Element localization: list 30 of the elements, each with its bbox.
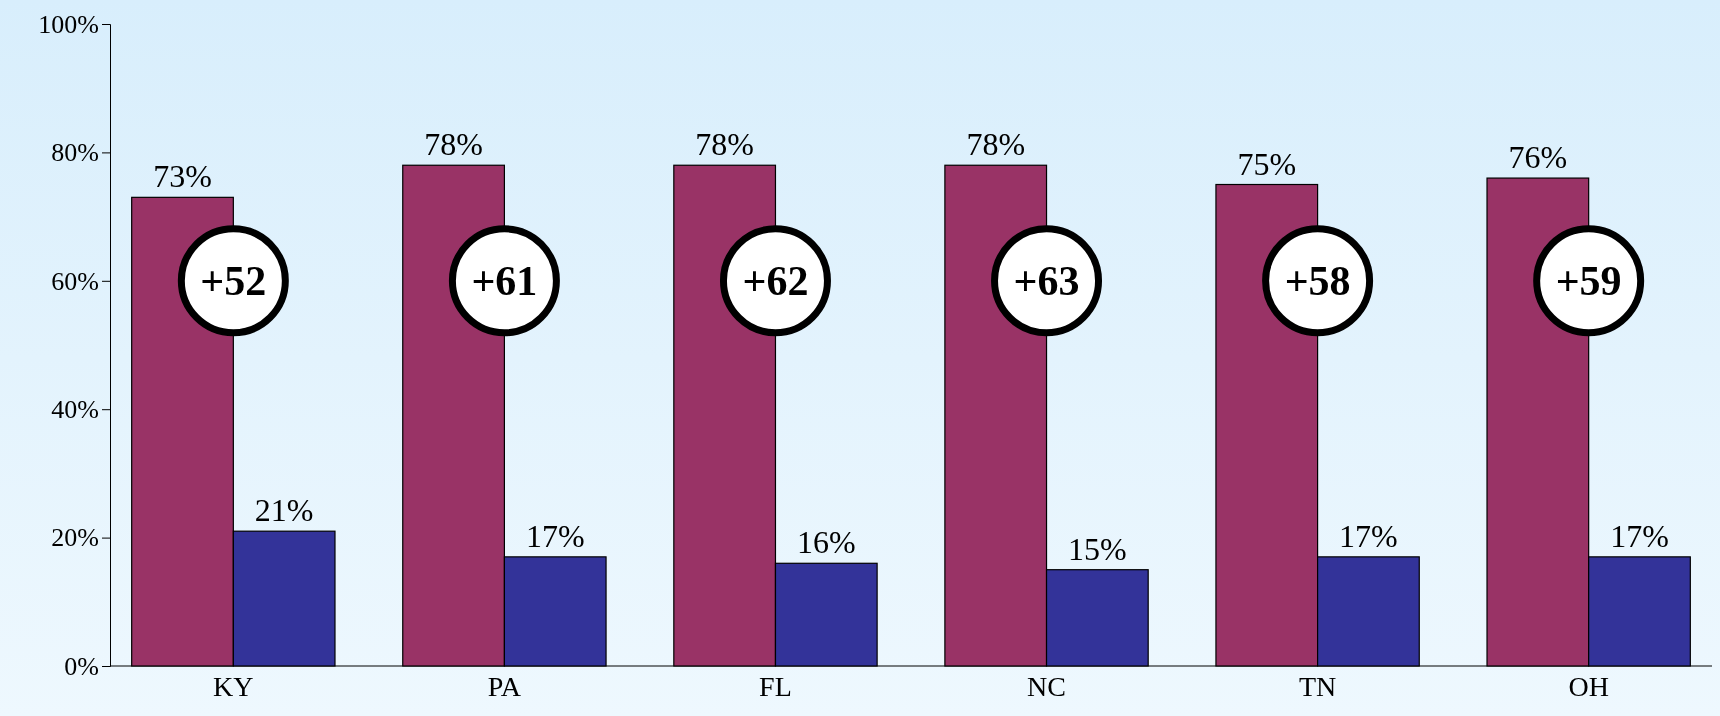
- y-tick-label: 80%: [51, 138, 99, 168]
- data-label: 78%: [424, 126, 483, 163]
- data-label: 17%: [525, 517, 585, 554]
- data-label: 17%: [1339, 517, 1398, 554]
- data-label: 17%: [1610, 517, 1669, 554]
- data-label: 21%: [254, 492, 314, 529]
- y-tick-label: 40%: [51, 395, 99, 425]
- data-label: 15%: [1068, 530, 1127, 567]
- y-tick-label: 20%: [51, 523, 99, 553]
- y-tick-label: 60%: [51, 266, 99, 296]
- annotation: +61: [471, 257, 538, 304]
- annotation: +63: [1013, 257, 1080, 304]
- annotation: +52: [200, 257, 267, 304]
- annotation: +62: [742, 257, 809, 304]
- x-tick-label: NC: [1027, 670, 1066, 702]
- x-tick-label: OH: [1568, 670, 1609, 702]
- annotation: +59: [1555, 257, 1622, 304]
- data-label: 16%: [796, 524, 856, 561]
- y-tick-label: 100%: [38, 9, 99, 39]
- x-tick-label: FL: [759, 670, 792, 702]
- annotation: +58: [1284, 257, 1351, 304]
- x-tick-label: KY: [213, 670, 254, 702]
- data-label: 76%: [1508, 139, 1568, 176]
- x-tick-label: PA: [487, 670, 522, 702]
- y-tick-label: 0%: [64, 651, 99, 681]
- data-label: 75%: [1237, 145, 1297, 182]
- x-tick-label: TN: [1298, 670, 1337, 702]
- data-label: 78%: [966, 126, 1026, 163]
- data-label: 78%: [695, 126, 754, 163]
- data-label: 73%: [153, 158, 212, 195]
